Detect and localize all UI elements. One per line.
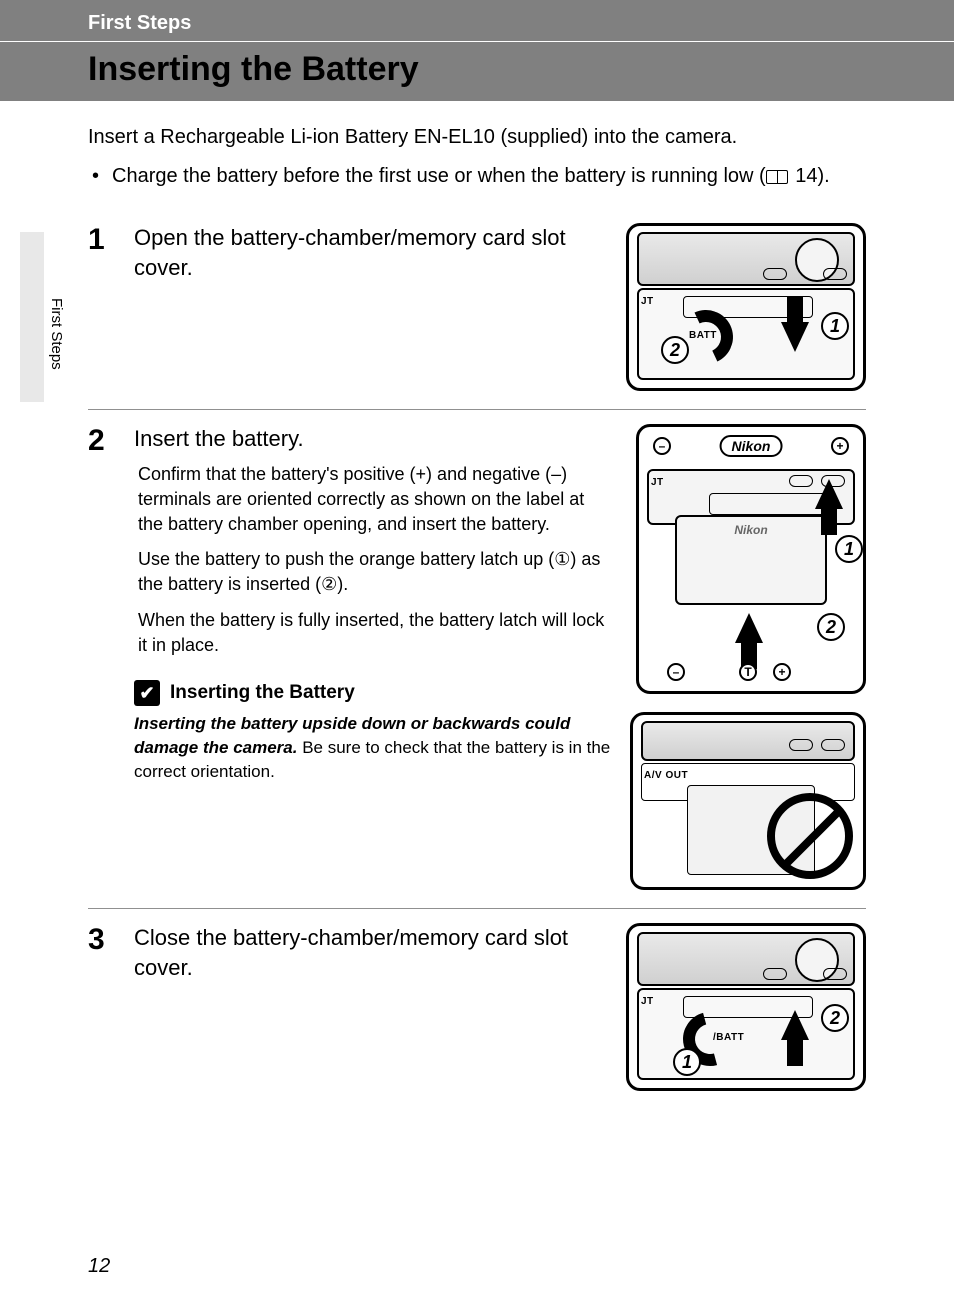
callout-2: 2 (661, 336, 689, 364)
step3-illustration: /BATT JT 2 1 (626, 923, 866, 1091)
port-label: JT (641, 996, 654, 1007)
intro-bullet: • Charge the battery before the first us… (88, 162, 866, 191)
camera-button-icon (823, 268, 847, 280)
camera-bottom: /BATT JT (637, 988, 855, 1080)
bullet-ref-page: 14 (795, 165, 817, 187)
side-tab-label: First Steps (48, 298, 65, 370)
page-title: Inserting the Battery (0, 42, 954, 101)
step-title: Insert the battery. (134, 424, 612, 454)
polarity-minus: – (653, 437, 671, 455)
port-label: JT (641, 296, 654, 307)
step-para: Use the battery to push the orange batte… (134, 547, 612, 597)
step-3: 3 Close the battery-chamber/memory card … (88, 908, 866, 1109)
step1-illustration: BATT JT 1 2 (626, 223, 866, 391)
step-para: Confirm that the battery's positive (+) … (134, 462, 612, 538)
step2-illustration-bottom: A/V OUT (630, 712, 866, 890)
step-title: Close the battery-chamber/memory card sl… (134, 923, 608, 982)
camera-back (637, 232, 855, 286)
bullet-before: Charge the battery before the first use … (112, 165, 766, 187)
steps-list: 1 Open the battery-chamber/memory card s… (88, 209, 866, 1109)
port-label: A/V OUT (644, 770, 688, 781)
camera-button-icon (789, 739, 813, 751)
arrow-up-icon (781, 1010, 809, 1040)
note-title: Inserting the Battery (170, 682, 355, 704)
camera-button-icon (763, 968, 787, 980)
camera-back (641, 721, 855, 761)
check-icon: ✔ (134, 680, 160, 706)
step-number: 1 (88, 223, 118, 391)
manual-ref-icon (766, 170, 788, 184)
callout-2: 2 (821, 1004, 849, 1032)
step-para: When the battery is fully inserted, the … (134, 608, 612, 658)
bullet-dot: • (88, 162, 112, 191)
body-area: Insert a Rechargeable Li-ion Battery EN-… (0, 101, 954, 1109)
polarity-minus: – (667, 663, 685, 681)
prohibit-icon (767, 793, 853, 879)
camera-button-icon (789, 475, 813, 487)
battery-brand: Nikon (734, 523, 767, 537)
callout-1: 1 (835, 535, 863, 563)
port-label: JT (651, 477, 664, 488)
header-band: First Steps Inserting the Battery (0, 0, 954, 101)
arrow-up-icon (735, 613, 763, 643)
callout-1: 1 (673, 1048, 701, 1076)
bullet-text: Charge the battery before the first use … (112, 162, 866, 191)
step2-illustration-top: Nikon – + JT Nikon (636, 424, 866, 694)
step-title: Open the battery-chamber/memory card slo… (134, 223, 608, 282)
step-number: 2 (88, 424, 118, 890)
page-number: 12 (88, 1255, 110, 1278)
camera-button-icon (821, 739, 845, 751)
camera-button-icon (823, 968, 847, 980)
step-1: 1 Open the battery-chamber/memory card s… (88, 209, 866, 409)
arrow-down-icon (781, 322, 809, 352)
intro-text: Insert a Rechargeable Li-ion Battery EN-… (88, 123, 866, 152)
step-2: 2 Insert the battery. Confirm that the b… (88, 409, 866, 908)
battery-icon: Nikon (675, 515, 827, 605)
warning-note: ✔ Inserting the Battery Inserting the ba… (134, 680, 612, 783)
section-header: First Steps (0, 8, 954, 42)
side-tab (20, 232, 44, 402)
bullet-after: ). (818, 165, 830, 187)
polarity-plus: + (773, 663, 791, 681)
camera-bottom: BATT JT (637, 288, 855, 380)
arrow-up-icon (815, 479, 843, 509)
callout-2: 2 (817, 613, 845, 641)
polarity-plus: + (831, 437, 849, 455)
callout-1: 1 (821, 312, 849, 340)
nikon-badge: Nikon (720, 435, 783, 457)
polarity-t: T (739, 663, 757, 681)
step-number: 3 (88, 923, 118, 1091)
camera-button-icon (763, 268, 787, 280)
slot-outline (709, 493, 829, 515)
note-body: Inserting the battery upside down or bac… (134, 712, 612, 783)
camera-back (637, 932, 855, 986)
